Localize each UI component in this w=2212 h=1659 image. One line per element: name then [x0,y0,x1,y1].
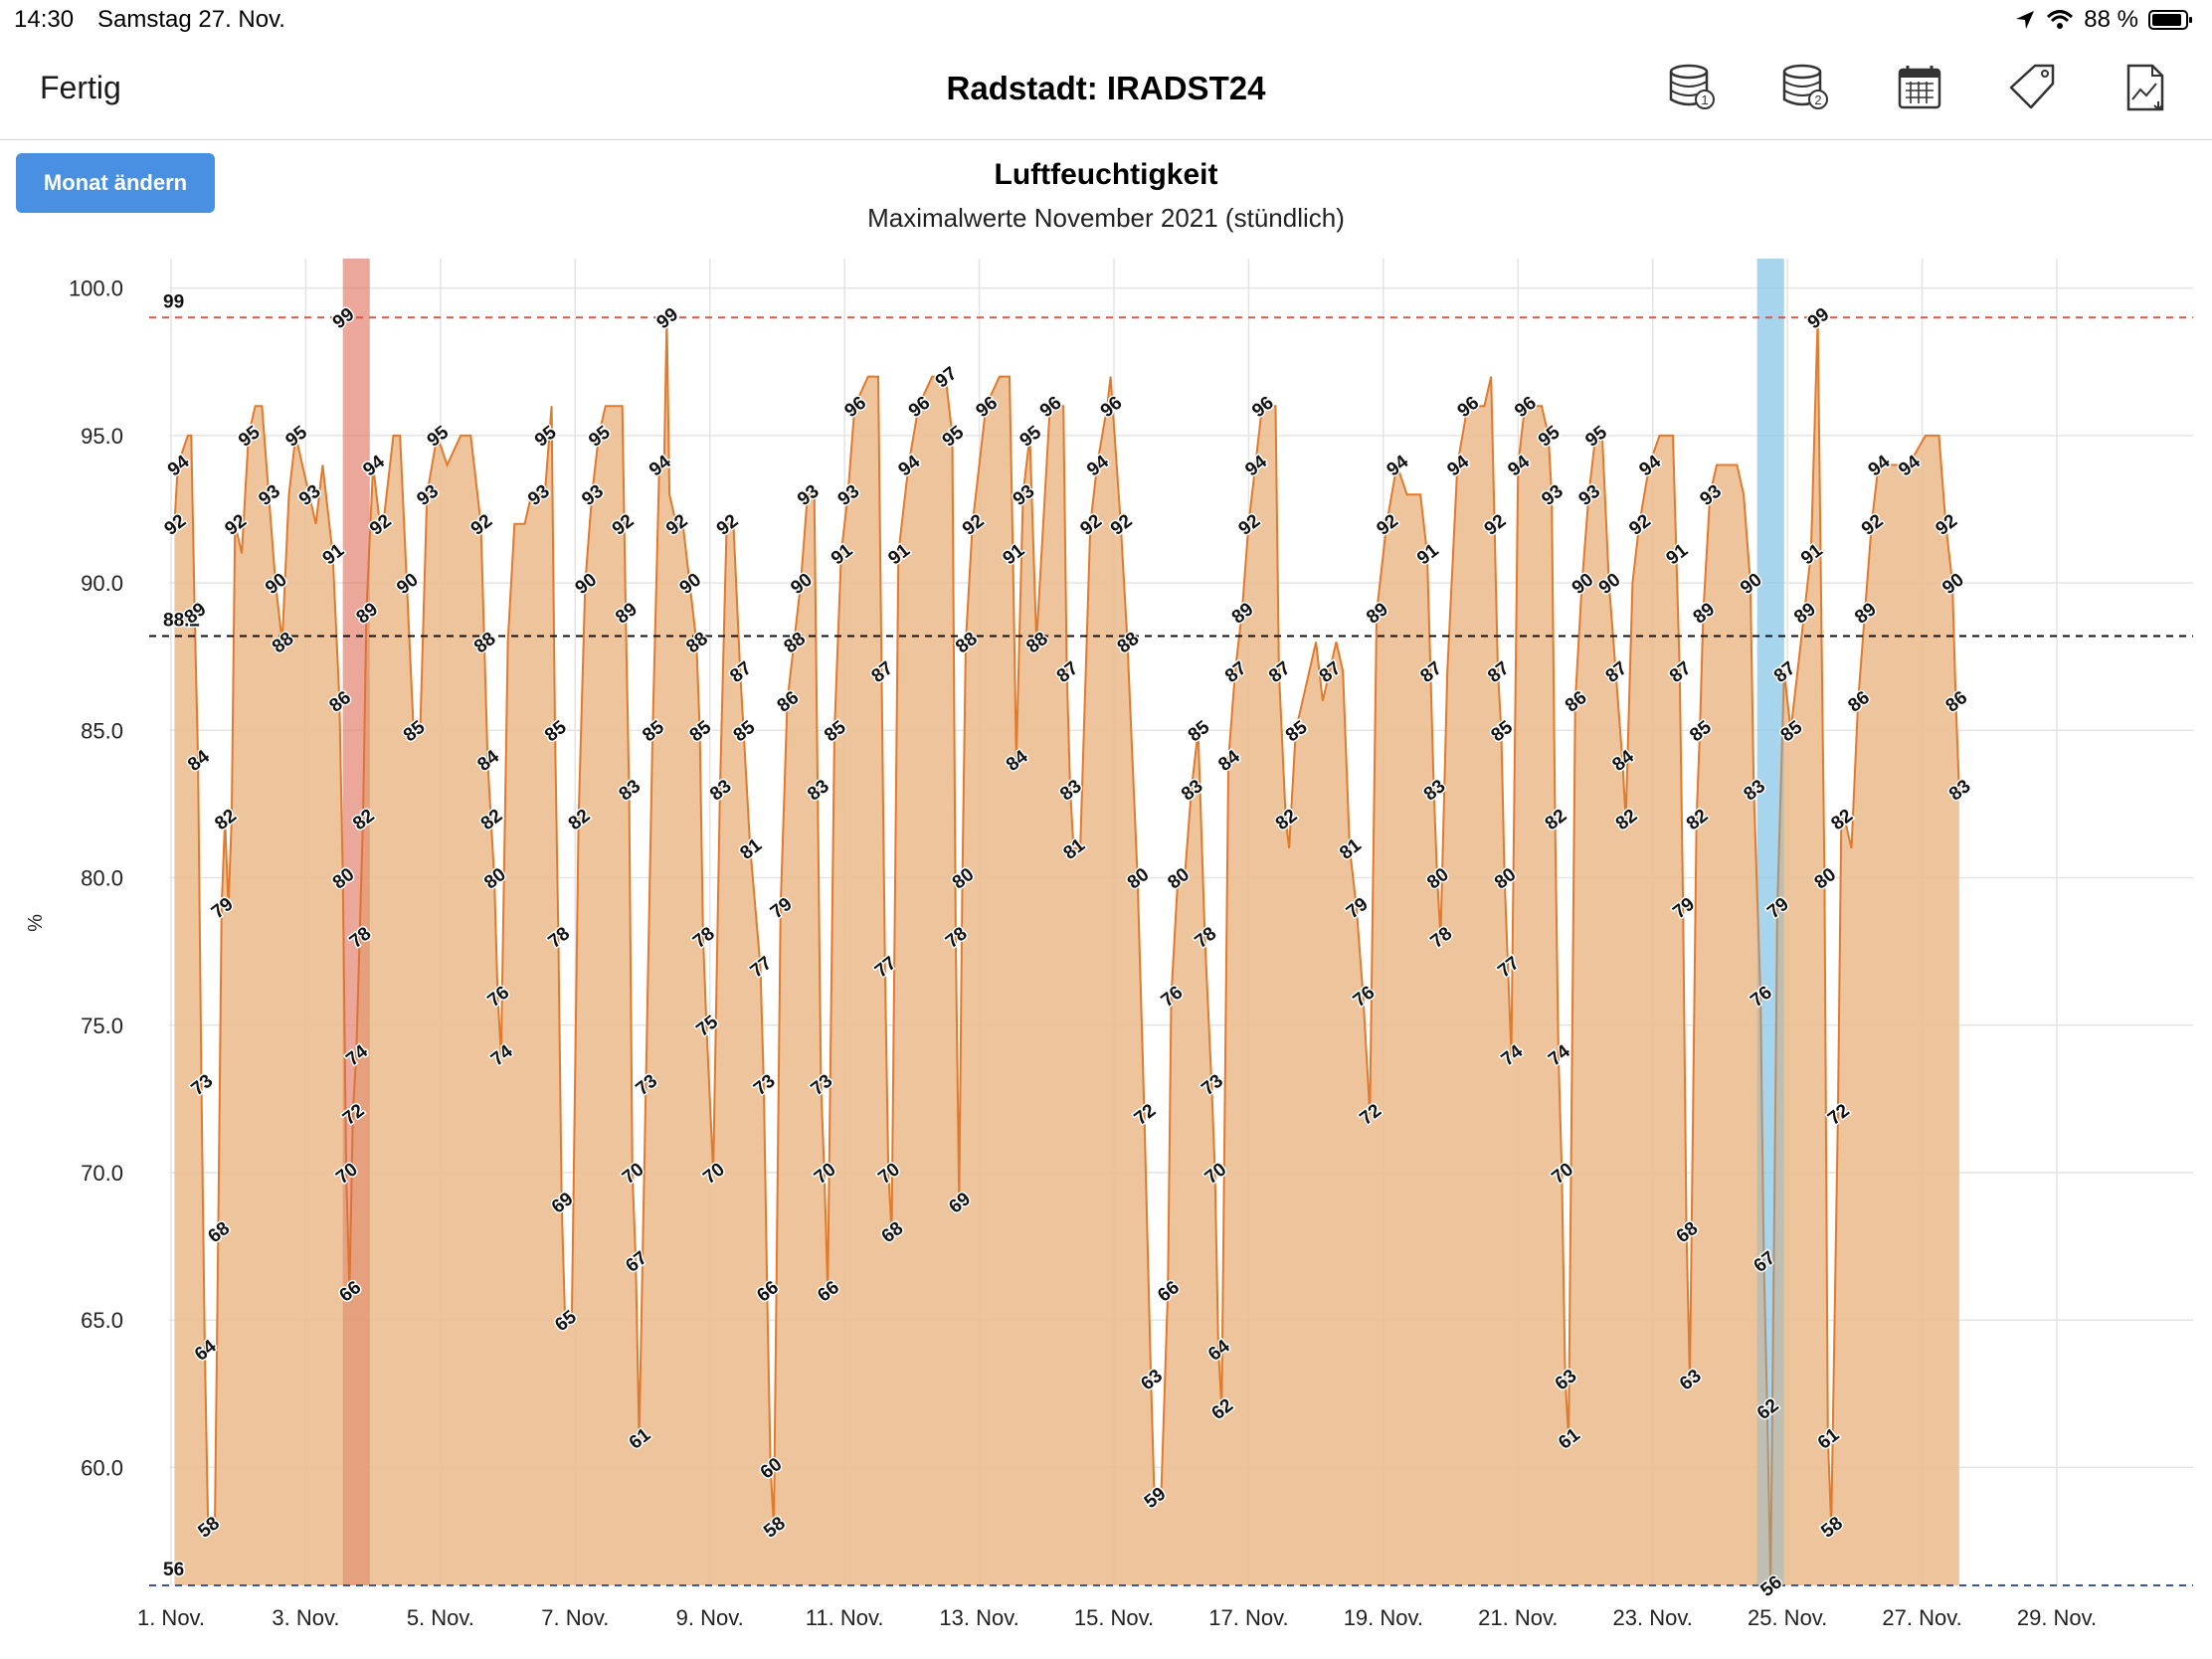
x-tick-label: 13. Nov. [939,1605,1018,1630]
data-label: 91 [1797,540,1827,570]
battery-percent: 88 % [2084,6,2138,33]
navigation-bar: Fertig Radstadt: IRADST24 1 2 [0,40,2212,140]
database-1-icon[interactable]: 1 [1667,62,1719,113]
data-label: 95 [281,422,311,452]
data-label: 99 [653,304,683,334]
data-label: 83 [1178,776,1207,806]
min-highlight-overlay [1756,259,1784,1585]
location-icon [2016,11,2035,29]
data-label: 93 [794,481,824,511]
battery-icon [2148,10,2192,30]
y-tick-label: 70.0 [81,1161,123,1186]
y-tick-label: 90.0 [81,571,123,596]
humidity-line [173,317,1960,1586]
y-tick-label: 95.0 [81,424,123,449]
svg-text:1: 1 [1701,92,1708,107]
x-tick-label: 9. Nov. [676,1605,744,1630]
data-label: 94 [1383,452,1413,481]
data-label: 92 [713,510,743,540]
humidity-chart: Luftfeuchtigkeit Maximalwerte November 2… [25,158,2193,1630]
done-button[interactable]: Fertig [40,70,121,105]
x-tick-label: 21. Nov. [1478,1605,1558,1630]
y-tick-label: 100.0 [69,276,123,301]
x-tick-label: 11. Nov. [806,1605,884,1630]
wifi-icon [2047,10,2074,29]
y-tick-label: 80.0 [81,866,123,891]
status-date: Samstag 27. Nov. [97,6,285,33]
x-tick-label: 29. Nov. [2017,1605,2097,1630]
reference-lines: 99 88.2 56 [149,290,2193,1586]
humidity-area [174,317,1959,1585]
min-reference-label: 56 [163,1560,184,1580]
y-tick-label: 60.0 [81,1455,123,1480]
y-tick-label: 65.0 [81,1308,123,1333]
x-tick-label: 7. Nov. [541,1605,609,1630]
x-tick-label: 19. Nov. [1344,1605,1423,1630]
x-tick-label: 23. Nov. [1613,1605,1693,1630]
humidity-series [173,259,1960,1586]
data-label: 93 [1010,481,1039,511]
x-tick-label: 17. Nov. [1208,1605,1288,1630]
data-label: 95 [531,422,561,452]
data-label: 96 [1097,393,1127,423]
x-axis: 1. Nov. 3. Nov. 5. Nov. 7. Nov. 9. Nov. 11. N… [137,1605,2097,1630]
x-tick-label: 15. Nov. [1074,1605,1154,1630]
data-label: 95 [1581,422,1611,452]
x-tick-label: 27. Nov. [1882,1605,1961,1630]
max-highlight-overlay [342,259,370,1585]
change-month-button[interactable]: Monat ändern [16,153,215,213]
status-bar: 14:30 Samstag 27. Nov. 88 % [0,0,2212,40]
y-tick-label: 75.0 [81,1014,123,1038]
data-label: 94 [645,452,675,481]
y-axis: 100.0 95.0 90.0 85.0 80.0 75.0 70.0 65.0 60.0 [69,276,123,1481]
calendar-icon[interactable] [1894,62,1945,113]
data-label: 85 [1185,716,1214,746]
x-tick-label: 25. Nov. [1748,1605,1827,1630]
status-time: 14:30 [14,6,75,33]
export-chart-icon[interactable] [2120,62,2172,113]
x-tick-label: 3. Nov. [272,1605,339,1630]
max-reference-label: 99 [163,291,184,312]
chart-title: Luftfeuchtigkeit [995,158,1218,191]
data-label: 95 [424,422,454,452]
station-title: Radstadt: IRADST24 [946,70,1266,106]
x-tick-label: 1. Nov. [137,1605,205,1630]
y-tick-label: 85.0 [81,718,123,743]
tag-icon[interactable] [2007,62,2059,113]
status-indicators: 88 % [2014,6,2194,34]
toolbar: 1 2 [1667,62,2172,113]
chart-subtitle: Maximalwerte November 2021 (stündlich) [867,203,1345,233]
data-label: 99 [1804,304,1834,334]
average-reference-label: 88.2 [163,610,200,631]
data-label: 95 [1015,422,1045,452]
database-2-icon[interactable]: 2 [1780,62,1832,113]
svg-text:2: 2 [1814,92,1821,107]
y-axis-label: % [25,914,47,932]
x-tick-label: 5. Nov. [407,1605,474,1630]
